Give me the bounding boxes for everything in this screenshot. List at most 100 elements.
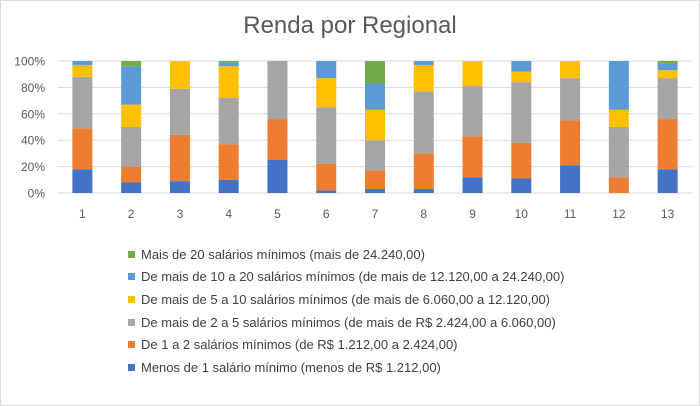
bar-segment xyxy=(218,62,239,67)
bar-segment xyxy=(316,78,337,108)
bar-segment xyxy=(560,78,581,121)
y-tick-label: 20% xyxy=(21,160,45,174)
x-tick-label: 12 xyxy=(612,207,626,221)
legend-item: De mais de 5 a 10 salários mínimos (de m… xyxy=(128,288,564,311)
bar-segment xyxy=(608,61,629,110)
x-tick-label: 8 xyxy=(420,207,427,221)
bar-segment xyxy=(608,109,629,127)
legend-swatch xyxy=(128,273,135,281)
bar-segment xyxy=(511,71,532,83)
bar-segment xyxy=(121,61,142,67)
bar-segment xyxy=(365,140,385,171)
legend-label: Mais de 20 salários mínimos (mais de 24.… xyxy=(141,246,425,262)
bar-segment xyxy=(121,66,142,105)
bar-segment xyxy=(462,86,483,137)
legend-label: De 1 a 2 salários mínimos (de R$ 1.212,0… xyxy=(141,337,458,353)
bar-segment xyxy=(608,177,629,193)
legend-swatch xyxy=(128,250,135,258)
x-tick-label: 5 xyxy=(274,207,281,221)
legend-label: Menos de 1 salário mínimo (menos de R$ 1… xyxy=(141,359,441,375)
bar-segment xyxy=(560,61,581,79)
y-axis-ticks: 0% 20% 40% 60% 80% 100% xyxy=(14,55,45,201)
bar-segment xyxy=(121,166,142,183)
y-tick-label: 100% xyxy=(14,55,45,69)
legend: Mais de 20 salários mínimos (mais de 24.… xyxy=(128,243,564,379)
bar-segment xyxy=(657,119,678,170)
bar-segment xyxy=(511,61,532,72)
x-tick-label: 7 xyxy=(372,207,379,221)
legend-swatch xyxy=(128,363,135,371)
bar-segment xyxy=(365,189,385,193)
x-tick-label: 3 xyxy=(177,207,184,221)
bar-segment xyxy=(462,136,483,178)
bar-segment xyxy=(413,61,434,65)
legend-swatch xyxy=(128,318,135,326)
bar-segment xyxy=(511,178,532,193)
legend-label: De mais de 5 a 10 salários mínimos (de m… xyxy=(141,291,551,307)
legend-swatch xyxy=(128,341,135,349)
bar-segment xyxy=(169,88,190,135)
bar-segment xyxy=(218,61,239,63)
bar-segment xyxy=(72,64,93,77)
x-tick-label: 2 xyxy=(128,207,135,221)
bar-segment xyxy=(413,91,434,154)
bar-segment xyxy=(365,83,385,110)
x-tick-label: 6 xyxy=(323,207,330,221)
bar-segment xyxy=(218,179,239,193)
x-tick-label: 10 xyxy=(515,207,529,221)
bar-segment xyxy=(72,128,93,170)
x-tick-label: 13 xyxy=(661,207,675,221)
bar-segment xyxy=(413,189,434,193)
bar-segment xyxy=(316,163,337,191)
bar-segment xyxy=(365,170,385,190)
chart-title: Renda por Regional xyxy=(243,12,457,39)
bar-segment xyxy=(657,61,678,64)
bar-segment xyxy=(267,160,288,193)
legend-item: De mais de 10 a 20 salários mínimos (de … xyxy=(128,266,564,289)
legend-item: De mais de 2 a 5 salários mínimos (de ma… xyxy=(128,311,564,334)
bar-segment xyxy=(72,61,93,65)
bar-segment xyxy=(316,61,337,79)
x-tick-label: 4 xyxy=(225,207,232,221)
bar-segment xyxy=(267,61,288,120)
x-tick-label: 11 xyxy=(564,207,577,221)
legend-item: Mais de 20 salários mínimos (mais de 24.… xyxy=(128,243,564,266)
bar-segment xyxy=(169,61,190,89)
bar-segment xyxy=(72,169,93,193)
x-axis-ticks: 1 2 3 4 5 6 7 8 9 10 11 12 13 xyxy=(79,207,675,221)
bar-segment xyxy=(218,66,239,98)
bar-segment xyxy=(121,127,142,167)
bar-segment xyxy=(413,153,434,190)
legend-label: De mais de 2 a 5 salários mínimos (de ma… xyxy=(141,314,556,330)
bar-segment xyxy=(218,97,239,145)
y-tick-label: 40% xyxy=(21,134,45,148)
bar-segment xyxy=(560,165,581,193)
y-tick-label: 60% xyxy=(21,107,45,121)
bar-segment xyxy=(511,82,532,143)
bar-segment xyxy=(657,78,678,120)
bar-segment xyxy=(413,64,434,92)
x-tick-label: 9 xyxy=(469,207,476,221)
bar-segment xyxy=(657,169,678,193)
legend-label: De mais de 10 a 20 salários mínimos (de … xyxy=(141,269,565,285)
bar-segment xyxy=(365,61,385,84)
bar-segment xyxy=(72,76,93,129)
bar-segment xyxy=(560,120,581,166)
bar-segment xyxy=(316,190,337,193)
bar-segment xyxy=(267,119,288,160)
bars xyxy=(72,61,678,193)
y-tick-label: 0% xyxy=(28,187,46,201)
bar-segment xyxy=(511,142,532,179)
bar-segment xyxy=(218,144,239,180)
bar-segment xyxy=(365,109,385,141)
legend-item: Menos de 1 salário mínimo (menos de R$ 1… xyxy=(128,356,564,379)
bar-segment xyxy=(657,63,678,71)
bar-segment xyxy=(121,104,142,127)
bar-segment xyxy=(169,181,190,193)
bar-segment xyxy=(316,107,337,164)
bar-segment xyxy=(121,182,142,193)
bar-segment xyxy=(462,61,483,87)
bar-segment xyxy=(462,177,483,193)
